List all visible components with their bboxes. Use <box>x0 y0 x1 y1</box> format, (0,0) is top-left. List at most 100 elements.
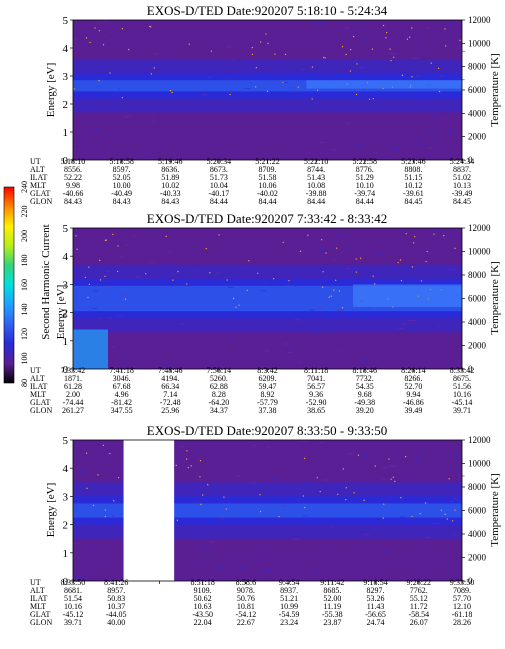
texture-streak <box>233 32 237 34</box>
texture-streak <box>239 61 247 63</box>
texture-streak <box>216 272 221 274</box>
temperature-point <box>92 504 95 506</box>
texture-streak <box>212 31 216 33</box>
temperature-point <box>382 24 385 27</box>
temperature-point <box>121 28 123 30</box>
texture-streak <box>302 440 306 442</box>
texture-streak <box>73 513 75 515</box>
colorbar-tick: 120 <box>20 328 29 340</box>
temperature-point <box>385 37 387 39</box>
temperature-point <box>246 289 248 291</box>
temperature-point <box>459 39 461 42</box>
temperature-point <box>232 297 235 300</box>
ytick-label: 3 <box>63 491 69 503</box>
texture-streak <box>178 445 184 447</box>
temperature-point <box>321 239 323 241</box>
ytick-right-label: 0 <box>468 576 473 586</box>
texture-streak <box>455 468 458 470</box>
temperature-point <box>350 48 352 51</box>
cell-alt: 3046. <box>113 374 131 383</box>
temperature-point <box>266 90 269 92</box>
cell-glon: 22.04 <box>194 618 212 627</box>
temperature-point <box>85 37 88 39</box>
texture-streak <box>398 66 401 68</box>
texture-streak <box>167 251 172 253</box>
ytick-right-label: 10000 <box>468 38 491 48</box>
row-label: GLAT <box>30 610 51 619</box>
temperature-point <box>121 97 123 99</box>
texture-streak <box>309 309 315 311</box>
texture-streak <box>120 240 122 242</box>
texture-streak <box>450 501 454 503</box>
cell-ut: 8:3:42 <box>257 366 277 375</box>
temperature-point <box>406 38 409 40</box>
texture-streak <box>382 467 387 469</box>
temperature-point <box>86 487 88 489</box>
ytick-label: 4 <box>63 43 69 55</box>
temperature-point <box>205 248 207 250</box>
cell-ut: 9:4:54 <box>279 578 299 587</box>
ytick-label: 5 <box>63 223 69 235</box>
cell-glat: -44.05 <box>106 610 127 619</box>
texture-streak <box>264 350 270 352</box>
colorbar: Second Harmonic Current 80 100 120 140 160 18… <box>3 181 52 387</box>
ytick-right-label: 12000 <box>468 15 491 25</box>
cell-ilat: 52.70 <box>404 382 422 391</box>
colorbar-gradient <box>3 186 15 384</box>
texture-streak <box>168 262 174 264</box>
cell-glon: 23.24 <box>280 618 298 627</box>
cell-ut: 8:58:6 <box>236 578 256 587</box>
texture-streak <box>104 35 106 37</box>
texture-streak <box>364 533 370 535</box>
cell-glon: 39.71 <box>453 406 471 415</box>
row-label: ILAT <box>30 382 47 391</box>
cell-ilat: 59.47 <box>259 382 277 391</box>
temperature-point <box>304 506 306 509</box>
temperature-point <box>426 250 428 253</box>
texture-streak <box>301 69 305 71</box>
cell-mlt: 8.92 <box>261 390 275 399</box>
temperature-point <box>199 460 202 462</box>
temperature-point <box>265 33 267 35</box>
temperature-point <box>99 279 102 281</box>
row-label: ALT <box>30 165 45 174</box>
temperature-point <box>411 76 413 78</box>
texture-streak <box>91 308 98 310</box>
texture-streak <box>401 323 407 325</box>
texture-streak <box>73 543 77 545</box>
texture-streak <box>175 522 180 524</box>
temperature-point <box>349 70 351 72</box>
texture-streak <box>270 37 274 39</box>
temperature-point <box>411 27 413 29</box>
texture-streak <box>285 284 291 286</box>
row-label: GLAT <box>30 189 51 198</box>
cell-mlt: 11.19 <box>323 602 341 611</box>
texture-streak <box>304 528 306 530</box>
ytick-right-label: 10000 <box>468 459 491 469</box>
cell-ilat: 54.35 <box>356 382 374 391</box>
ytick-right-label: 8000 <box>468 62 487 72</box>
texture-streak <box>330 242 333 244</box>
temperature-point <box>452 520 454 522</box>
cell-ut: 8:41:26 <box>104 578 128 587</box>
texture-streak <box>432 495 436 497</box>
panel-3-title: EXOS-D/TED Date:920207 8:33:50 - 9:33:50 <box>147 423 387 438</box>
texture-streak <box>452 498 457 500</box>
texture-streak <box>368 271 374 273</box>
temperature-point <box>307 234 309 236</box>
ytick-label: 3 <box>63 71 69 83</box>
texture-streak <box>417 306 420 308</box>
texture-streak <box>294 578 296 580</box>
colorbar-tick: 160 <box>20 279 29 291</box>
cell-ilat: 51.56 <box>453 382 471 391</box>
texture-streak <box>103 76 106 78</box>
texture-streak <box>251 482 256 484</box>
panel-2-title: EXOS-D/TED Date:920207 7:33:42 - 8:33:42 <box>147 211 387 226</box>
cell-glat: -56.65 <box>365 610 386 619</box>
temperature-point <box>394 480 396 483</box>
texture-streak <box>112 501 119 503</box>
texture-streak <box>362 360 367 362</box>
cell-glat: -54.59 <box>279 610 300 619</box>
cell-glat: -81.42 <box>111 398 132 407</box>
ytick-right-label: 2000 <box>468 553 487 563</box>
